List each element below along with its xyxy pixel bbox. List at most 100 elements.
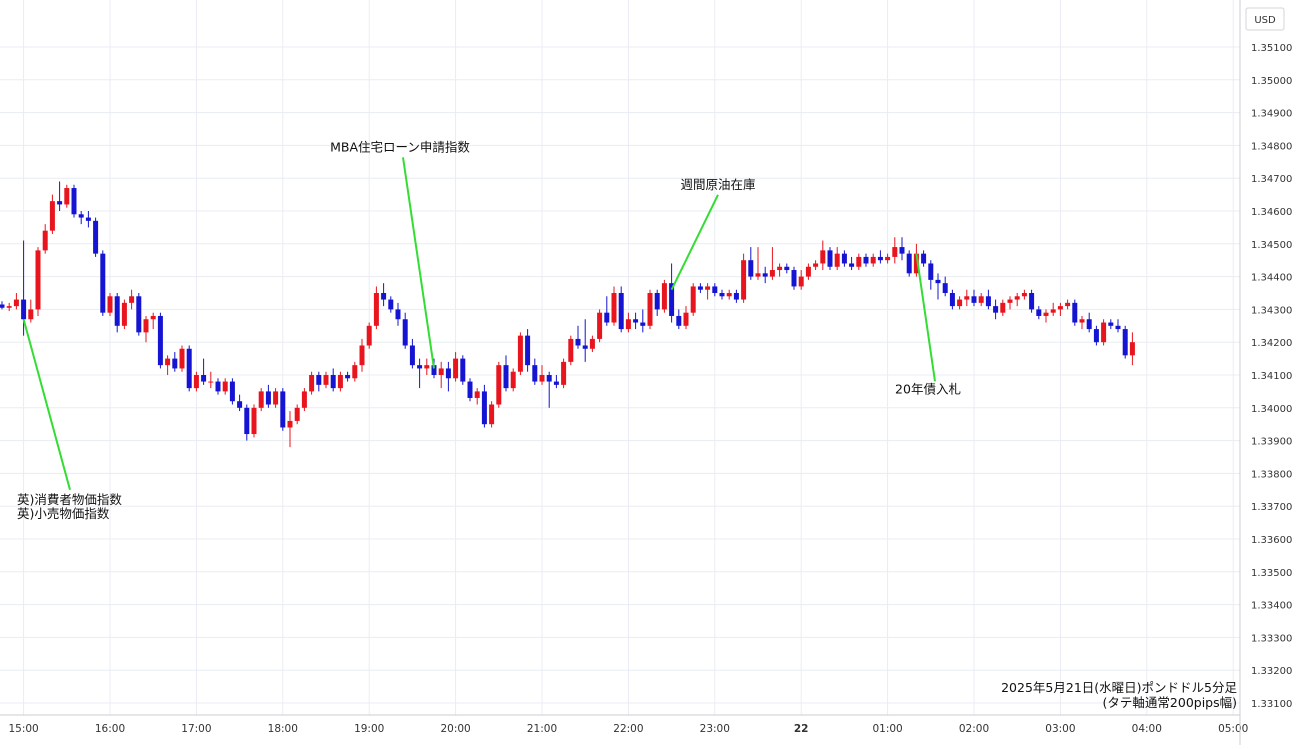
y-tick-label: 1.34700 — [1251, 174, 1292, 185]
candle-body — [1007, 299, 1013, 303]
candle-body — [1079, 319, 1085, 323]
candle-body — [186, 348, 192, 389]
candle-body — [215, 381, 221, 392]
candle-body — [301, 391, 307, 408]
x-tick-label: 17:00 — [181, 723, 211, 735]
candle-body — [669, 283, 675, 316]
candle-body — [539, 375, 545, 382]
candle-body — [395, 309, 401, 320]
candle-body — [935, 279, 941, 284]
x-tick-label: 21:00 — [527, 723, 557, 735]
candle-body — [373, 293, 379, 326]
candle-body — [258, 391, 264, 408]
candle-body — [741, 260, 747, 300]
candle-body — [64, 188, 70, 205]
candle-body — [481, 391, 487, 425]
candle-body — [510, 371, 516, 389]
candle-body — [942, 283, 948, 293]
candle-body — [489, 404, 495, 425]
y-tick-label: 1.34600 — [1251, 207, 1292, 218]
candle-body — [1065, 302, 1071, 307]
candle-body — [388, 299, 394, 310]
currency-label: USD — [1254, 15, 1276, 26]
candle-body — [777, 266, 783, 271]
candle-body — [114, 296, 120, 326]
candle-body — [697, 286, 703, 290]
candle-body — [1029, 293, 1035, 310]
candle-body — [222, 381, 228, 392]
candle-body — [813, 263, 819, 267]
candle-body — [35, 250, 41, 310]
chart-subtitle: (タテ軸通常200pips幅) — [1103, 695, 1237, 710]
candle-body — [769, 270, 775, 277]
candle-body — [640, 322, 646, 326]
candle-body — [229, 381, 235, 402]
annotation-line — [915, 253, 936, 382]
candle-body — [345, 375, 351, 379]
candle-body — [899, 247, 905, 254]
annotation-line — [22, 318, 71, 491]
candle-body — [93, 220, 99, 254]
candle-body — [71, 188, 77, 215]
annotation-line — [402, 157, 435, 369]
candle-body — [78, 214, 84, 218]
candle-body — [467, 381, 473, 398]
candle-body — [928, 263, 934, 280]
candle-body — [1108, 322, 1114, 326]
candle-bodies — [0, 188, 1135, 435]
candle-body — [597, 312, 603, 339]
candle-body — [1000, 302, 1006, 313]
candle-body — [611, 293, 617, 323]
candle-body — [856, 256, 862, 267]
candle-body — [517, 335, 523, 372]
x-tick-label: 01:00 — [872, 723, 902, 735]
candle-body — [1072, 302, 1078, 323]
candle-body — [841, 253, 847, 264]
candle-body — [21, 299, 27, 320]
candle-body — [921, 253, 927, 264]
annotation-label: 20年債入札 — [895, 381, 961, 396]
candle-body — [748, 260, 754, 277]
candle-body — [1122, 329, 1128, 356]
x-tick-label: 22 — [794, 723, 809, 735]
candle-body — [460, 358, 466, 382]
x-tick-label: 15:00 — [8, 723, 38, 735]
y-tick-label: 1.33400 — [1251, 601, 1292, 612]
candle-body — [100, 253, 106, 313]
y-tick-label: 1.35100 — [1251, 43, 1292, 54]
candle-body — [352, 365, 358, 379]
candle-body — [496, 365, 502, 405]
candle-body — [445, 368, 451, 379]
candle-body — [589, 338, 595, 349]
candle-body — [208, 381, 214, 383]
candle-body — [323, 375, 329, 385]
candle-body — [294, 407, 300, 421]
candle-body — [265, 391, 271, 405]
candle-body — [474, 391, 480, 398]
candle-body — [309, 375, 315, 392]
candle-body — [1050, 309, 1056, 313]
candle-body — [157, 315, 163, 366]
candle-body — [0, 304, 5, 308]
candle-body — [733, 293, 739, 300]
candle-body — [453, 358, 459, 379]
candle-body — [251, 407, 257, 435]
x-tick-label: 16:00 — [95, 723, 125, 735]
candle-body — [978, 296, 984, 303]
candle-body — [1043, 312, 1049, 316]
candle-body — [805, 266, 811, 277]
candle-body — [568, 338, 574, 362]
y-tick-label: 1.33700 — [1251, 502, 1292, 513]
candle-body — [575, 338, 581, 346]
candle-body — [683, 312, 689, 326]
candle-body — [150, 315, 156, 320]
candle-body — [1093, 329, 1099, 343]
x-tick-label: 19:00 — [354, 723, 384, 735]
candle-body — [654, 293, 660, 310]
y-tick-label: 1.34400 — [1251, 273, 1292, 284]
candle-body — [381, 293, 387, 300]
